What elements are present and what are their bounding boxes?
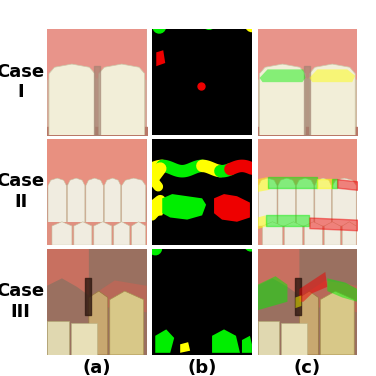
Polygon shape — [52, 222, 72, 245]
Polygon shape — [258, 215, 268, 229]
Text: Case
II: Case II — [0, 172, 45, 211]
Text: (a): (a) — [82, 359, 111, 376]
Polygon shape — [180, 342, 190, 353]
Polygon shape — [47, 222, 147, 245]
Polygon shape — [104, 178, 121, 226]
Text: Case
III: Case III — [0, 282, 45, 321]
Polygon shape — [258, 177, 270, 192]
Polygon shape — [258, 249, 299, 312]
Polygon shape — [156, 50, 165, 66]
Polygon shape — [342, 222, 356, 245]
Polygon shape — [99, 64, 145, 135]
Polygon shape — [212, 329, 240, 353]
Text: Case
I: Case I — [0, 62, 45, 102]
Polygon shape — [49, 64, 95, 135]
Polygon shape — [282, 323, 308, 355]
Polygon shape — [320, 291, 354, 355]
Polygon shape — [152, 200, 166, 217]
Polygon shape — [48, 178, 67, 226]
Text: (b): (b) — [187, 359, 217, 376]
Polygon shape — [67, 178, 85, 226]
Polygon shape — [155, 329, 174, 353]
Polygon shape — [89, 291, 108, 355]
Polygon shape — [258, 222, 357, 245]
Polygon shape — [122, 178, 146, 226]
Polygon shape — [71, 323, 97, 355]
Polygon shape — [296, 296, 302, 308]
Polygon shape — [332, 178, 356, 226]
Polygon shape — [258, 276, 287, 310]
Polygon shape — [258, 139, 357, 189]
Polygon shape — [258, 29, 357, 80]
Polygon shape — [259, 178, 277, 226]
Polygon shape — [162, 194, 206, 220]
Polygon shape — [324, 222, 340, 245]
Text: (c): (c) — [294, 359, 321, 376]
Polygon shape — [262, 222, 282, 245]
Polygon shape — [242, 336, 252, 353]
Polygon shape — [327, 278, 357, 302]
Polygon shape — [74, 222, 92, 245]
Polygon shape — [47, 139, 147, 189]
Polygon shape — [94, 222, 112, 245]
Polygon shape — [110, 291, 144, 355]
Polygon shape — [132, 222, 146, 245]
Polygon shape — [299, 291, 318, 355]
Polygon shape — [114, 222, 130, 245]
Polygon shape — [309, 70, 355, 82]
Polygon shape — [309, 64, 355, 135]
Polygon shape — [259, 70, 305, 82]
Polygon shape — [86, 178, 103, 226]
Polygon shape — [278, 178, 296, 226]
Polygon shape — [285, 222, 302, 245]
Polygon shape — [305, 222, 322, 245]
Polygon shape — [47, 321, 69, 355]
Polygon shape — [299, 272, 327, 302]
Polygon shape — [258, 321, 279, 355]
Polygon shape — [296, 178, 314, 226]
Polygon shape — [214, 194, 250, 222]
Polygon shape — [89, 280, 147, 312]
Polygon shape — [47, 249, 89, 312]
Polygon shape — [259, 64, 305, 135]
Polygon shape — [47, 29, 147, 80]
Polygon shape — [315, 178, 331, 226]
Polygon shape — [299, 280, 357, 312]
